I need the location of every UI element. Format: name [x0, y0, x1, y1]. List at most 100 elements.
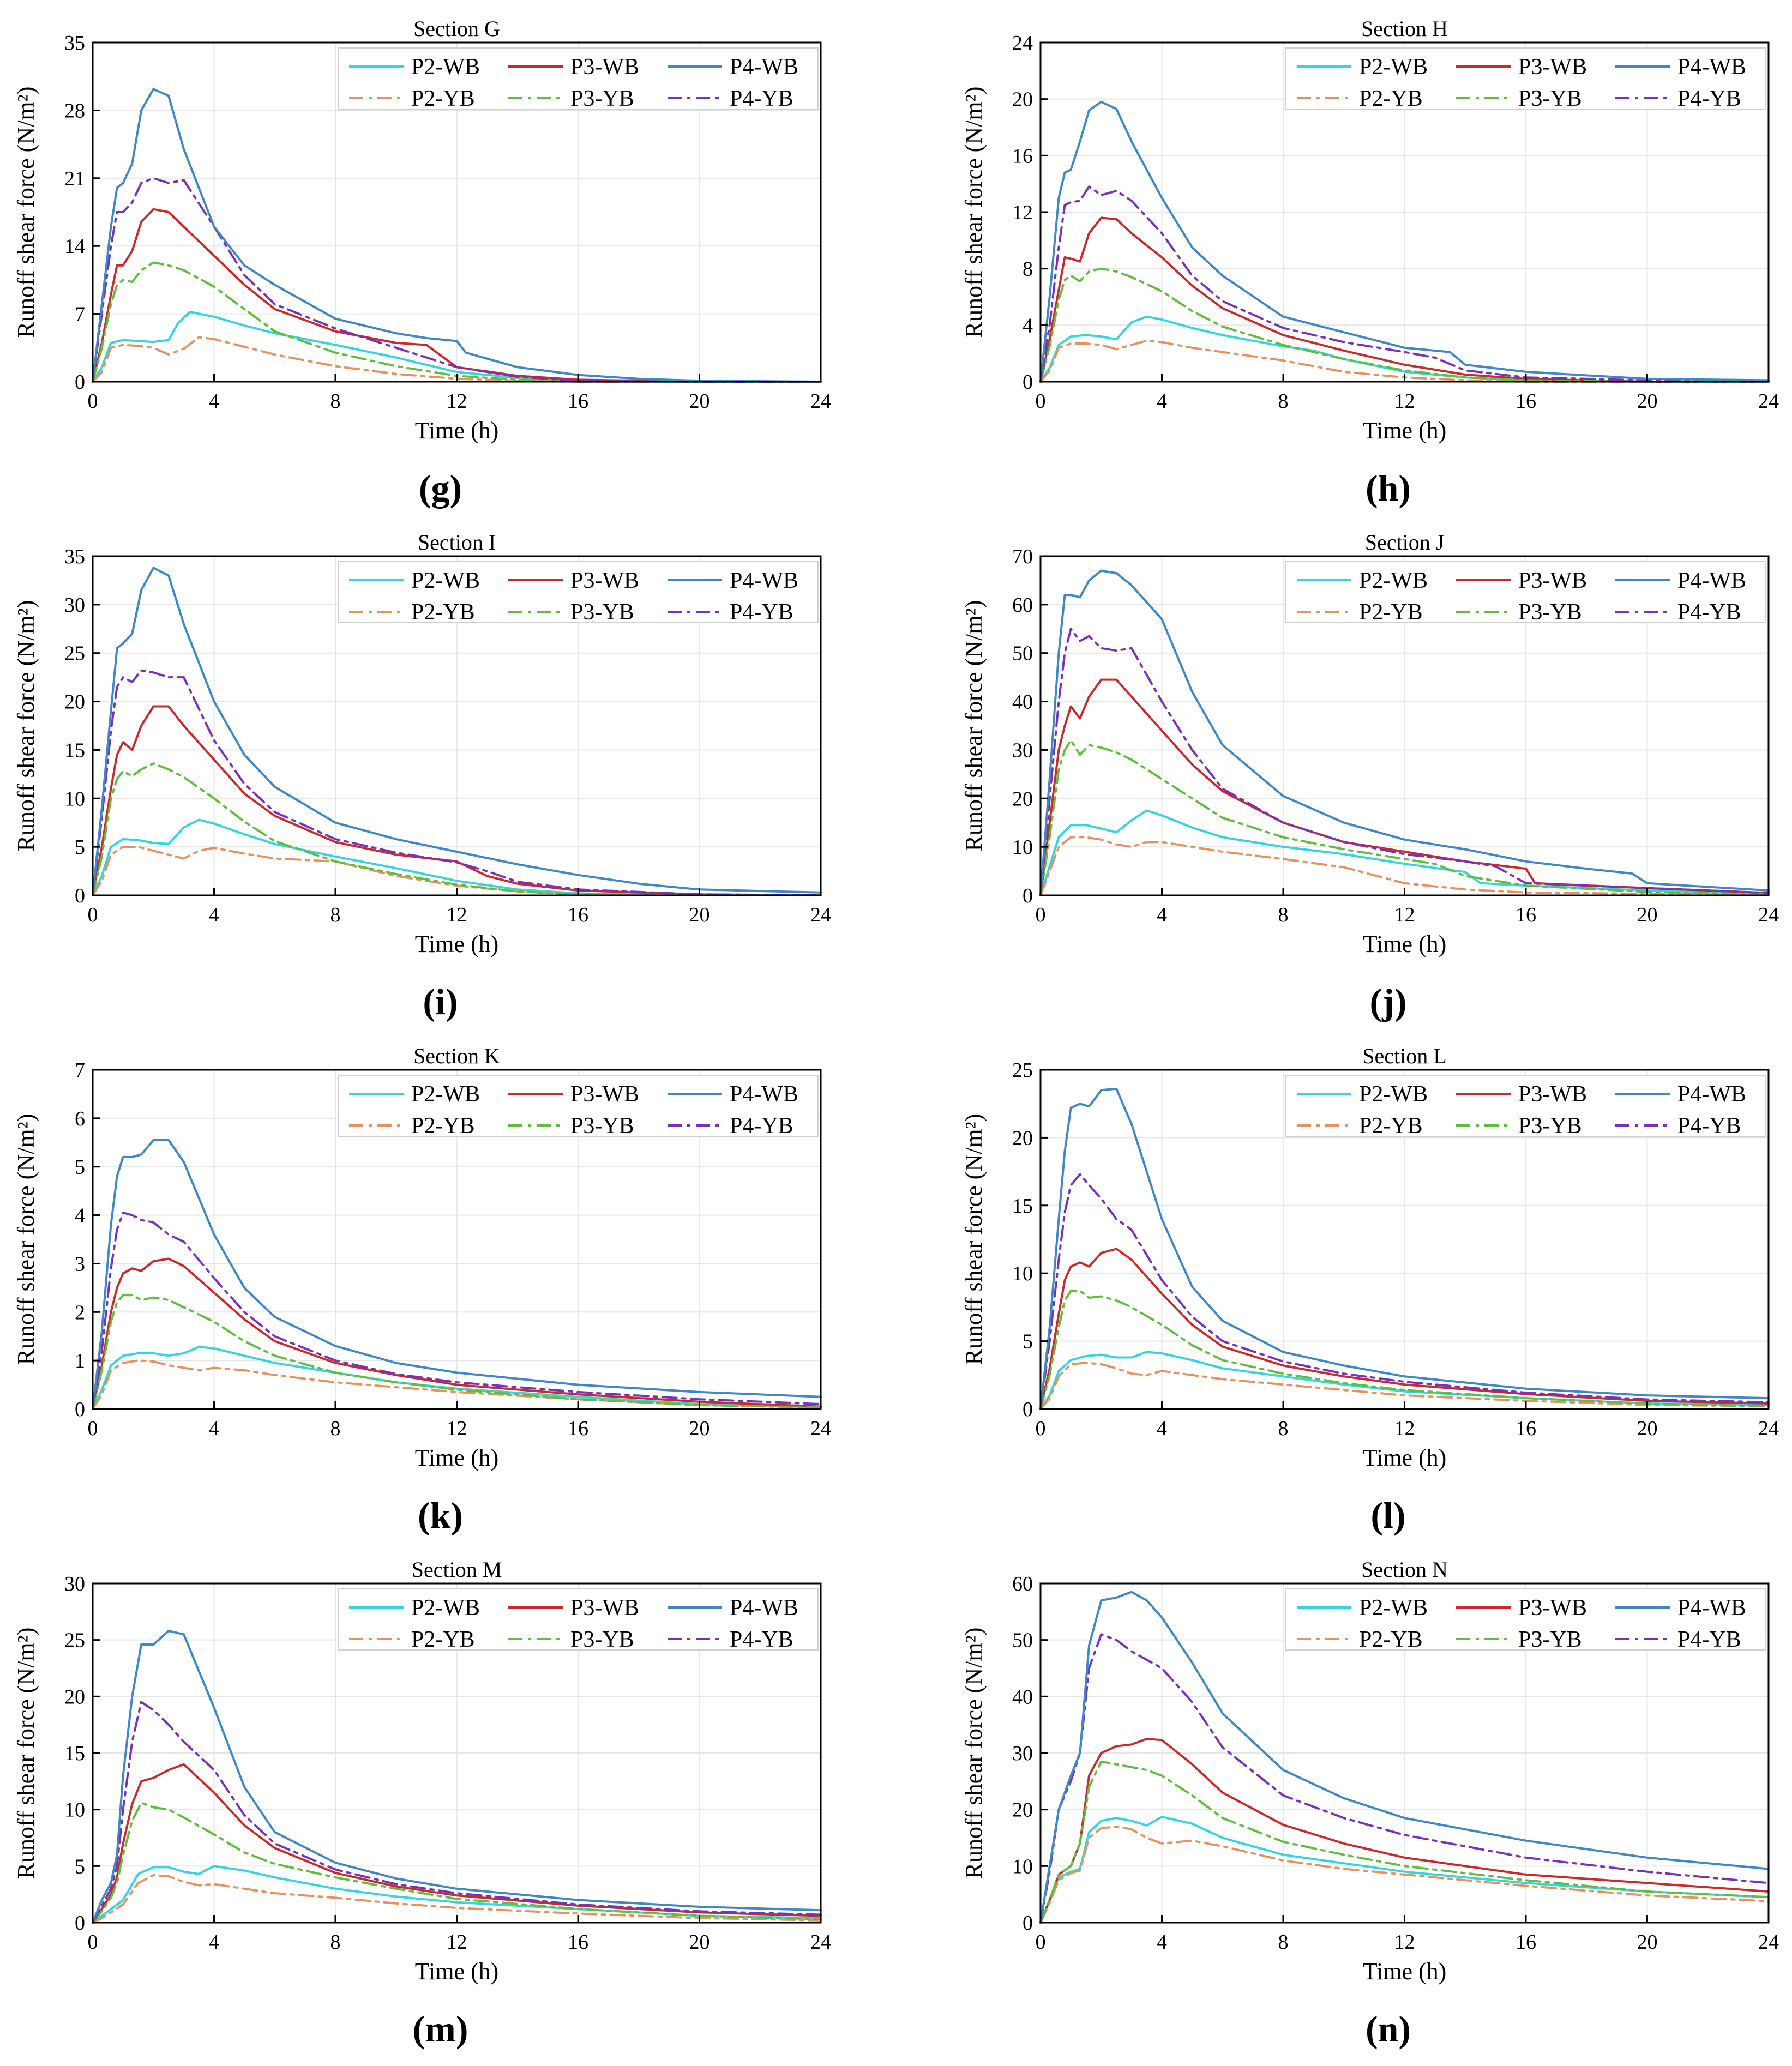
panel-i-xtick-label: 16 [568, 904, 588, 926]
panel-l-series-p3-yb [1039, 1290, 1770, 1410]
panel-m-series-p3-yb [92, 1802, 822, 1924]
panel-l-xtick-label: 0 [1036, 1417, 1046, 1440]
panel-g-ytick-label: 7 [75, 303, 85, 326]
panel-i-xlabel: Time (h) [415, 931, 499, 957]
panel-n-xtick-label: 12 [1394, 1931, 1415, 1954]
panel-i-title: Section I [418, 530, 496, 555]
panel-g-legend-label-p4-yb: P4-YB [730, 86, 793, 111]
panel-h: 0 4 8 12 16 20 24 0 4 8 12 16 20 24 Section H Time (h) R… [960, 16, 1779, 509]
panel-g-xtick-label: 0 [88, 390, 98, 413]
panel-k-caption: (k) [418, 1495, 463, 1536]
panel-n-xtick-label: 20 [1637, 1931, 1658, 1954]
panel-j-legend-label-p4-yb: P4-YB [1677, 600, 1741, 625]
panel-l-ylabel: Runoff shear force (N/m²) [960, 1114, 987, 1365]
panel-m-xtick-label: 16 [568, 1931, 588, 1954]
panel-k-xlabel: Time (h) [415, 1444, 499, 1471]
panel-l-series-p3-wb [1039, 1248, 1770, 1410]
panel-l-xlabel: Time (h) [1363, 1444, 1447, 1471]
panel-m-xtick-label: 12 [447, 1931, 467, 1954]
panel-g-ylabel: Runoff shear force (N/m²) [13, 87, 39, 338]
panel-i-xtick-label: 8 [330, 904, 341, 926]
panel-k-series-p3-wb [92, 1257, 822, 1410]
panel-l-legend-label-p4-wb: P4-WB [1677, 1082, 1746, 1107]
panel-h-xtick-label: 4 [1157, 390, 1167, 413]
panel-n: 0 4 8 12 16 20 24 0 10 20 30 40 50 60 Section N Time (h… [960, 1557, 1779, 2050]
panel-k-legend-label-p4-yb: P4-YB [730, 1113, 793, 1139]
panel-i-ytick-label: 25 [64, 642, 85, 665]
panel-g-xtick-label: 8 [330, 390, 341, 413]
panel-l-ytick-label: 0 [1023, 1398, 1033, 1421]
panel-k-series-p2-wb [92, 1346, 822, 1410]
panel-m-ylabel: Runoff shear force (N/m²) [13, 1628, 39, 1879]
panel-l-legend-label-p2-wb: P2-WB [1359, 1082, 1428, 1107]
panel-g-xtick-label: 12 [447, 390, 467, 413]
panel-m-ytick-label: 0 [75, 1912, 85, 1935]
panel-m-ytick-label: 30 [64, 1573, 85, 1595]
panel-l-series-p4-wb [1039, 1087, 1770, 1410]
panel-i-series-p4-wb [92, 567, 822, 896]
panel-l-ytick-label: 5 [1023, 1330, 1033, 1353]
panel-j-series-p2-yb [1039, 836, 1770, 896]
panel-i-series-p4-yb [92, 669, 822, 896]
panel-n-xtick-label: 0 [1036, 1931, 1046, 1954]
panel-i-xtick-label: 0 [88, 904, 98, 926]
panel-n-series-p2-yb [1039, 1825, 1770, 1924]
panel-m-series-p2-wb [92, 1865, 822, 1924]
panel-n-legend [1285, 1588, 1766, 1651]
panel-n-legend-label-p2-yb: P2-YB [1359, 1627, 1423, 1652]
panel-k-ytick-label: 4 [75, 1204, 85, 1227]
panel-k-series-p4-yb [92, 1212, 822, 1410]
panel-h-xtick-label: 16 [1516, 390, 1536, 413]
panel-j-legend-label-p2-wb: P2-WB [1359, 568, 1428, 593]
panel-i-legend-label-p3-yb: P3-YB [570, 600, 634, 625]
panel-k-series-p2-yb [92, 1359, 822, 1410]
panel-m-legend [338, 1588, 819, 1651]
panel-l-series-p2-wb [1039, 1351, 1770, 1410]
panel-i-series-p3-yb [92, 762, 822, 896]
panel-m-xtick-label: 0 [88, 1931, 98, 1954]
panel-i-series-p2-yb [92, 846, 822, 896]
panel-i-legend [338, 561, 819, 623]
panel-j-legend-label-p4-wb: P4-WB [1677, 568, 1746, 593]
panel-m-xtick-label: 8 [330, 1931, 341, 1954]
panel-k-ytick-label: 6 [75, 1107, 85, 1130]
panel-g-ytick-label: 28 [64, 99, 85, 122]
panel-h-legend-label-p2-wb: P2-WB [1359, 55, 1428, 80]
panel-n-ytick-label: 50 [1012, 1629, 1033, 1652]
panel-k-legend-label-p4-wb: P4-WB [730, 1082, 798, 1107]
panel-j-xtick-label: 8 [1278, 904, 1289, 926]
panel-l-xtick-label: 24 [1758, 1417, 1779, 1440]
panel-k-legend [338, 1075, 819, 1137]
panel-j-ytick-label: 10 [1012, 836, 1033, 859]
panel-i-xtick-label: 20 [689, 904, 710, 926]
panel-j-xtick-label: 12 [1394, 904, 1415, 926]
panel-k-ytick-label: 0 [75, 1398, 85, 1421]
panel-h-xtick-label: 8 [1278, 390, 1289, 413]
panel-i-legend-label-p4-yb: P4-YB [730, 600, 793, 625]
panel-g-series-p4-yb [92, 177, 822, 383]
panel-h-ytick-label: 8 [1023, 258, 1033, 281]
panel-m-ytick-label: 15 [64, 1742, 85, 1765]
panel-m-xtick-label: 4 [209, 1931, 219, 1954]
panel-i-ytick-label: 0 [75, 884, 85, 907]
panel-i-legend-label-p4-wb: P4-WB [730, 568, 798, 593]
panel-g-ytick-label: 21 [64, 167, 85, 190]
panel-i: 0 4 8 12 16 20 24 0 5 10 15 20 25 30 35 Section I Time (… [13, 530, 831, 1022]
panel-g-series-p4-wb [92, 88, 822, 383]
panel-m-legend-label-p3-wb: P3-WB [570, 1595, 639, 1621]
panel-m-legend-label-p2-wb: P2-WB [411, 1595, 480, 1621]
panel-m-series-p4-yb [92, 1701, 822, 1924]
panel-n-xtick-label: 8 [1278, 1931, 1289, 1954]
panel-h-series-p2-yb [1039, 339, 1770, 383]
panel-i-legend-label-p3-wb: P3-WB [570, 568, 639, 593]
panel-l-xtick-label: 12 [1394, 1417, 1415, 1440]
panel-j-legend-label-p3-wb: P3-WB [1518, 568, 1587, 593]
panel-j-series-p3-wb [1039, 678, 1770, 896]
panel-k-xtick-label: 8 [330, 1417, 341, 1440]
panel-g-legend-label-p2-yb: P2-YB [411, 86, 475, 111]
panel-h-xtick-label: 0 [1036, 390, 1046, 413]
panel-n-ytick-label: 10 [1012, 1855, 1033, 1878]
panel-i-xtick-label: 12 [447, 904, 467, 926]
panel-m-xtick-label: 20 [689, 1931, 710, 1954]
